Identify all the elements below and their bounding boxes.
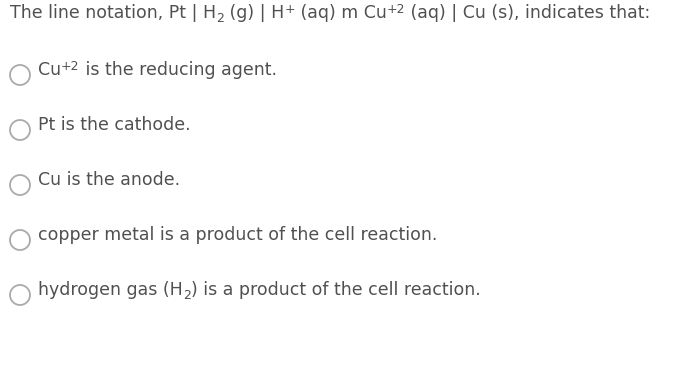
Text: (aq) m Cu: (aq) m Cu xyxy=(295,4,387,22)
Text: Cu: Cu xyxy=(38,61,61,79)
Text: +: + xyxy=(285,3,295,16)
Text: 2: 2 xyxy=(183,289,191,302)
Text: hydrogen gas (H: hydrogen gas (H xyxy=(38,281,183,299)
Text: ) is a product of the cell reaction.: ) is a product of the cell reaction. xyxy=(191,281,480,299)
Text: 2: 2 xyxy=(216,12,224,25)
Text: is the reducing agent.: is the reducing agent. xyxy=(79,61,276,79)
Text: Pt is the cathode.: Pt is the cathode. xyxy=(38,116,191,134)
Text: (g) | H: (g) | H xyxy=(224,4,285,22)
Text: The line notation, Pt | H: The line notation, Pt | H xyxy=(10,4,216,22)
Text: +2: +2 xyxy=(387,3,405,16)
Text: (aq) | Cu (s), indicates that:: (aq) | Cu (s), indicates that: xyxy=(405,4,650,22)
Text: +2: +2 xyxy=(61,60,79,73)
Text: Cu is the anode.: Cu is the anode. xyxy=(38,171,180,189)
Text: copper metal is a product of the cell reaction.: copper metal is a product of the cell re… xyxy=(38,226,437,244)
